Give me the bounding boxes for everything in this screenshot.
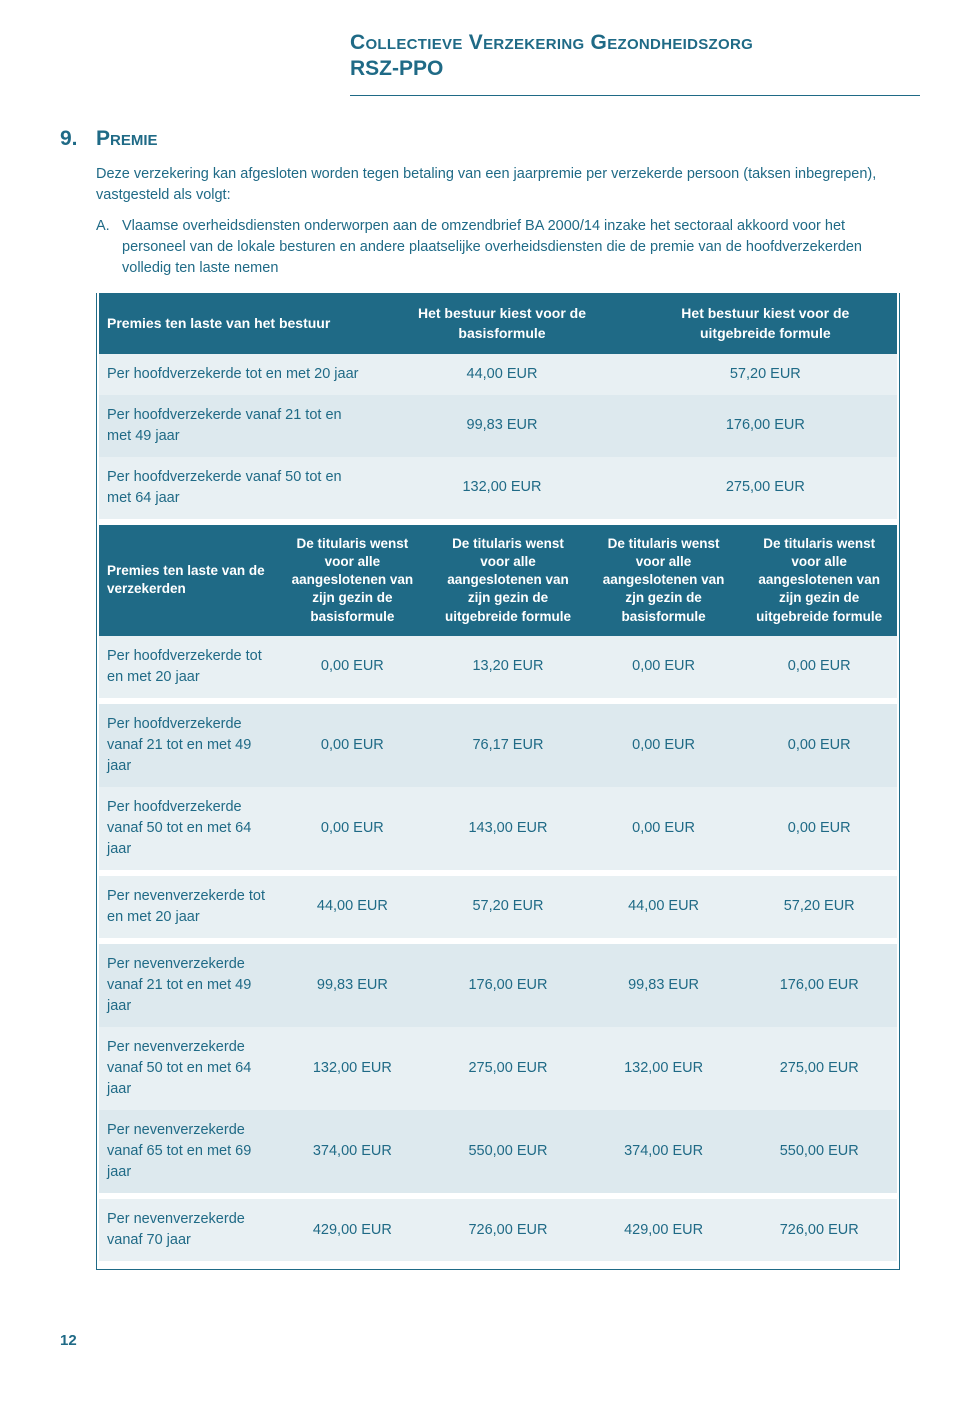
row-label: Per nevenverzekerde vanaf 65 tot en met … bbox=[99, 1110, 275, 1193]
row-value: 275,00 EUR bbox=[634, 457, 897, 519]
table-row: Per nevenverzekerde vanaf 50 tot en met … bbox=[99, 1027, 897, 1110]
t2-h4: De titularis wenst voor alle aangesloten… bbox=[741, 525, 897, 636]
section-content: Premie Deze verzekering kan afgesloten w… bbox=[96, 124, 900, 1271]
row-value: 44,00 EUR bbox=[275, 876, 431, 938]
section-intro: Deze verzekering kan afgesloten worden t… bbox=[96, 164, 900, 206]
row-value: 429,00 EUR bbox=[586, 1199, 742, 1261]
row-value: 429,00 EUR bbox=[275, 1199, 431, 1261]
document-title: Collectieve Verzekering Gezondheidszorg bbox=[350, 30, 900, 56]
row-value: 44,00 EUR bbox=[370, 354, 633, 395]
list-item-a: A. Vlaamse overheidsdiensten onderworpen… bbox=[96, 216, 900, 279]
row-value: 132,00 EUR bbox=[370, 457, 633, 519]
table-row: Per hoofdverzekerde tot en met 20 jaar44… bbox=[99, 354, 897, 395]
row-value: 176,00 EUR bbox=[741, 944, 897, 1027]
row-label: Per nevenverzekerde vanaf 50 tot en met … bbox=[99, 1027, 275, 1110]
t2-h3: De titularis wenst voor alle aangesloten… bbox=[586, 525, 742, 636]
row-value: 0,00 EUR bbox=[275, 704, 431, 787]
page-number: 12 bbox=[60, 1330, 900, 1352]
list-marker: A. bbox=[96, 216, 114, 279]
table-row: Per nevenverzekerde vanaf 21 tot en met … bbox=[99, 944, 897, 1027]
row-value: 44,00 EUR bbox=[586, 876, 742, 938]
row-value: 0,00 EUR bbox=[586, 704, 742, 787]
table-row: Per nevenverzekerde vanaf 70 jaar429,00 … bbox=[99, 1199, 897, 1261]
row-label: Per nevenverzekerde vanaf 21 tot en met … bbox=[99, 944, 275, 1027]
row-value: 13,20 EUR bbox=[430, 636, 586, 698]
row-value: 57,20 EUR bbox=[741, 876, 897, 938]
section-heading: Premie bbox=[96, 124, 900, 154]
row-value: 0,00 EUR bbox=[275, 636, 431, 698]
row-value: 550,00 EUR bbox=[430, 1110, 586, 1193]
row-value: 176,00 EUR bbox=[634, 395, 897, 457]
list-text: Vlaamse overheidsdiensten onderworpen aa… bbox=[122, 216, 900, 279]
table-row: Per nevenverzekerde vanaf 65 tot en met … bbox=[99, 1110, 897, 1193]
row-value: 0,00 EUR bbox=[275, 787, 431, 870]
t2-h2: De titularis wenst voor alle aangesloten… bbox=[430, 525, 586, 636]
t1-h2: Het bestuur kiest voor de uitgebreide fo… bbox=[634, 293, 897, 354]
row-value: 132,00 EUR bbox=[586, 1027, 742, 1110]
row-label: Per hoofdverzekerde vanaf 50 tot en met … bbox=[99, 787, 275, 870]
row-value: 176,00 EUR bbox=[430, 944, 586, 1027]
row-value: 143,00 EUR bbox=[430, 787, 586, 870]
row-value: 550,00 EUR bbox=[741, 1110, 897, 1193]
document-subtitle: RSZ-PPO bbox=[350, 56, 900, 90]
table-bestuur: Premies ten laste van het bestuur Het be… bbox=[99, 293, 897, 519]
row-value: 275,00 EUR bbox=[741, 1027, 897, 1110]
table-row: Per hoofdverzekerde vanaf 21 tot en met … bbox=[99, 395, 897, 457]
row-label: Per nevenverzekerde tot en met 20 jaar bbox=[99, 876, 275, 938]
row-value: 0,00 EUR bbox=[586, 787, 742, 870]
row-label: Per hoofdverzekerde vanaf 50 tot en met … bbox=[99, 457, 370, 519]
table-verzekerden: Premies ten laste van de verzekerden De … bbox=[99, 525, 897, 1261]
row-value: 57,20 EUR bbox=[430, 876, 586, 938]
row-value: 57,20 EUR bbox=[634, 354, 897, 395]
t2-h0: Premies ten laste van de verzekerden bbox=[99, 525, 275, 636]
t1-h0: Premies ten laste van het bestuur bbox=[99, 293, 370, 354]
row-value: 0,00 EUR bbox=[741, 704, 897, 787]
t2-h1: De titularis wenst voor alle aangesloten… bbox=[275, 525, 431, 636]
row-value: 726,00 EUR bbox=[741, 1199, 897, 1261]
tables-wrap: Premies ten laste van het bestuur Het be… bbox=[96, 293, 900, 1270]
row-label: Per nevenverzekerde vanaf 70 jaar bbox=[99, 1199, 275, 1261]
row-label: Per hoofdverzekerde tot en met 20 jaar bbox=[99, 636, 275, 698]
table-row: Per nevenverzekerde tot en met 20 jaar44… bbox=[99, 876, 897, 938]
table-row: Per hoofdverzekerde vanaf 50 tot en met … bbox=[99, 787, 897, 870]
row-value: 132,00 EUR bbox=[275, 1027, 431, 1110]
header-divider bbox=[350, 95, 920, 96]
section-premie: 9. Premie Deze verzekering kan afgeslote… bbox=[60, 124, 900, 1271]
document-header: Collectieve Verzekering Gezondheidszorg … bbox=[350, 30, 900, 96]
row-value: 99,83 EUR bbox=[370, 395, 633, 457]
table-row: Per hoofdverzekerde tot en met 20 jaar0,… bbox=[99, 636, 897, 698]
row-value: 0,00 EUR bbox=[586, 636, 742, 698]
row-value: 726,00 EUR bbox=[430, 1199, 586, 1261]
row-label: Per hoofdverzekerde vanaf 21 tot en met … bbox=[99, 704, 275, 787]
row-value: 99,83 EUR bbox=[586, 944, 742, 1027]
row-label: Per hoofdverzekerde vanaf 21 tot en met … bbox=[99, 395, 370, 457]
row-value: 374,00 EUR bbox=[275, 1110, 431, 1193]
table-row: Per hoofdverzekerde vanaf 50 tot en met … bbox=[99, 457, 897, 519]
row-value: 76,17 EUR bbox=[430, 704, 586, 787]
row-value: 275,00 EUR bbox=[430, 1027, 586, 1110]
table-row: Per hoofdverzekerde vanaf 21 tot en met … bbox=[99, 704, 897, 787]
row-value: 99,83 EUR bbox=[275, 944, 431, 1027]
row-value: 374,00 EUR bbox=[586, 1110, 742, 1193]
row-value: 0,00 EUR bbox=[741, 636, 897, 698]
t1-h1: Het bestuur kiest voor de basisformule bbox=[370, 293, 633, 354]
section-number: 9. bbox=[60, 124, 82, 1271]
row-value: 0,00 EUR bbox=[741, 787, 897, 870]
row-label: Per hoofdverzekerde tot en met 20 jaar bbox=[99, 354, 370, 395]
